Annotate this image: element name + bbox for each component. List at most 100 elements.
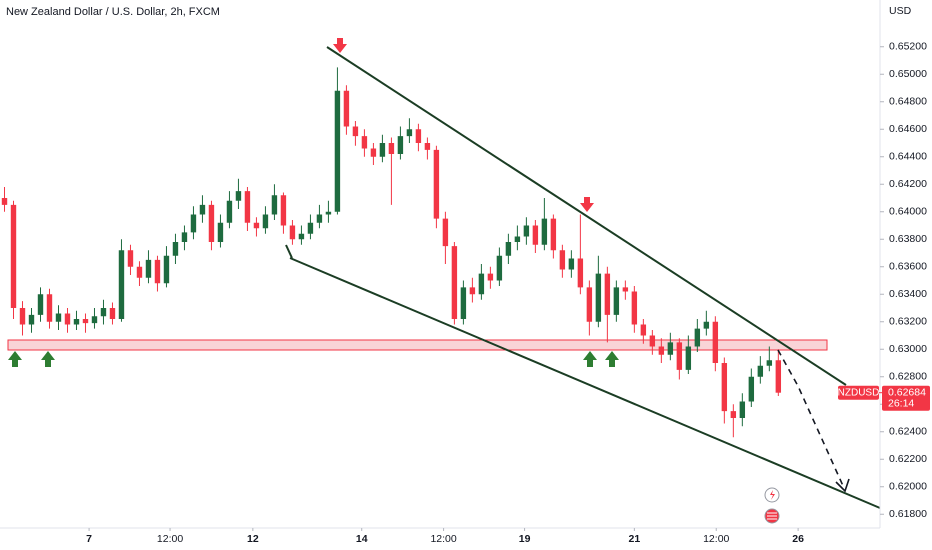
- candle-body: [388, 143, 395, 154]
- candle-body: [145, 259, 152, 278]
- x-tick-label: 12:00: [157, 533, 183, 545]
- y-tick-label: 0.64000: [889, 206, 927, 218]
- candle-body: [334, 90, 341, 212]
- trendline-anchor: [285, 244, 293, 259]
- y-tick-label: 0.62000: [889, 481, 927, 493]
- candle-body: [577, 258, 584, 288]
- candle-body: [361, 136, 368, 149]
- y-tick-label: 0.62400: [889, 426, 927, 438]
- candle-body: [712, 321, 719, 363]
- candle-body: [748, 376, 755, 402]
- sell-arrow: [580, 197, 594, 212]
- candle-body: [775, 360, 782, 393]
- candle-body: [199, 204, 206, 215]
- y-tick-label: 0.64800: [889, 96, 927, 108]
- x-tick-label: 14: [356, 533, 368, 545]
- countdown-label: 26:14: [888, 397, 914, 409]
- y-tick-label: 0.64200: [889, 178, 927, 190]
- y-tick-label: 0.64600: [889, 123, 927, 135]
- candle-body: [406, 129, 413, 137]
- candle-body: [172, 242, 179, 256]
- candle-body: [433, 149, 440, 219]
- candle-body: [451, 246, 458, 319]
- candle-body: [604, 273, 611, 315]
- candle-body: [343, 90, 350, 127]
- buy-arrow: [41, 351, 55, 367]
- x-tick-label: 21: [629, 533, 641, 545]
- candle-body: [352, 126, 359, 137]
- candle-body: [667, 342, 674, 355]
- candle-body: [550, 218, 557, 251]
- lightning-icon: [770, 490, 775, 500]
- candle-body: [100, 308, 107, 317]
- flag-stripes: [767, 512, 777, 520]
- symbol-label: NZDUSD: [838, 387, 880, 398]
- candle-body: [109, 308, 116, 319]
- buy-arrow: [605, 351, 619, 367]
- candle-body: [469, 287, 476, 295]
- candle-body: [478, 273, 485, 295]
- candle-body: [37, 294, 44, 315]
- chart-title: New Zealand Dollar / U.S. Dollar, 2h, FX…: [6, 6, 220, 18]
- candle-body: [91, 316, 98, 324]
- candle-body: [154, 259, 161, 284]
- candle-body: [559, 250, 566, 270]
- candle-body: [730, 411, 737, 418]
- candle-body: [649, 335, 656, 347]
- candle-body: [118, 250, 125, 319]
- candle-body: [613, 287, 620, 315]
- candle-body: [1, 198, 8, 205]
- support-zone: [7, 339, 828, 351]
- candle-body: [370, 148, 377, 157]
- candle-body: [568, 258, 575, 270]
- candle-body: [595, 273, 602, 322]
- currency-label: USD: [889, 5, 912, 17]
- candle-body: [586, 287, 593, 322]
- candle-body: [496, 255, 503, 281]
- y-tick-label: 0.63200: [889, 316, 927, 328]
- y-tick-label: 0.65000: [889, 68, 927, 80]
- y-tick-label: 0.61800: [889, 508, 927, 520]
- candle-body: [460, 287, 467, 319]
- candle-body: [676, 342, 683, 370]
- candle-body: [415, 129, 422, 143]
- candle-body: [505, 242, 512, 256]
- candle-body: [685, 346, 692, 370]
- candle-body: [721, 363, 728, 412]
- candle-body: [487, 273, 494, 281]
- buy-arrow: [8, 351, 22, 367]
- last-price-label: 0.62684: [888, 386, 926, 398]
- symbol-badge: [838, 385, 879, 400]
- upper-trendline: [326, 46, 847, 386]
- x-tick-label: 26: [792, 533, 804, 545]
- candle-body: [190, 214, 197, 233]
- candle-body: [766, 360, 773, 366]
- candle-body: [658, 346, 665, 355]
- y-tick-label: 0.65200: [889, 41, 927, 53]
- candle-body: [316, 214, 323, 223]
- candle-body: [10, 204, 17, 308]
- candle-body: [703, 321, 710, 329]
- x-tick-label: 19: [519, 533, 531, 545]
- candle-body: [442, 218, 449, 247]
- candle-body: [280, 195, 287, 226]
- projection-path: [777, 349, 845, 489]
- candle-body: [226, 200, 233, 223]
- candle-body: [262, 214, 269, 229]
- x-tick-label: 7: [86, 533, 92, 545]
- last-price-badge: [882, 385, 930, 411]
- x-tick-label: 12:00: [430, 533, 456, 545]
- candle-body: [253, 222, 260, 229]
- candle-body: [631, 291, 638, 325]
- y-tick-label: 0.63800: [889, 233, 927, 245]
- candle-body: [289, 225, 296, 240]
- y-tick-label: 0.63000: [889, 343, 927, 355]
- candle-body: [379, 143, 386, 157]
- y-tick-label: 0.64400: [889, 151, 927, 163]
- candle-body: [514, 236, 521, 242]
- candle-body: [82, 319, 89, 324]
- candle-body: [397, 136, 404, 154]
- candle-body: [217, 222, 224, 242]
- candle-body: [73, 319, 80, 325]
- candle-body: [244, 191, 251, 223]
